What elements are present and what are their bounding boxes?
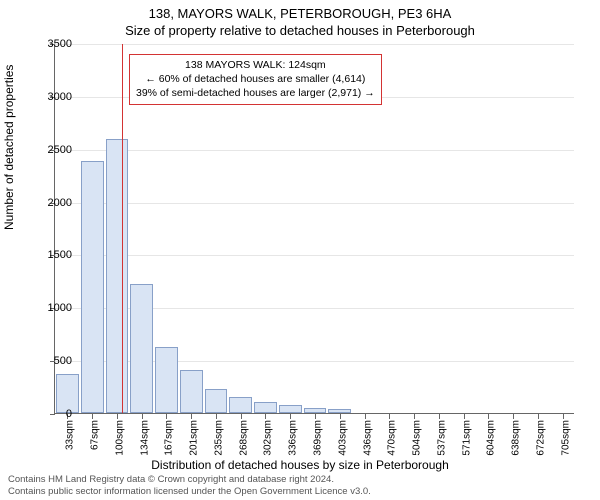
- bar: [279, 405, 302, 413]
- xtick-mark: [365, 414, 366, 419]
- bar: [229, 397, 252, 413]
- xtick-mark: [142, 414, 143, 419]
- annotation-line: ← 60% of detached houses are smaller (4,…: [136, 72, 375, 86]
- chart-titles: 138, MAYORS WALK, PETERBOROUGH, PE3 6HA …: [0, 0, 600, 38]
- bar: [304, 408, 327, 413]
- gridline: [55, 150, 574, 151]
- xtick-label: 537sqm: [436, 420, 447, 456]
- gridline: [55, 44, 574, 45]
- xtick-label: 67sqm: [90, 420, 101, 450]
- xtick-label: 571sqm: [461, 420, 472, 456]
- footer-line-2: Contains public sector information licen…: [8, 486, 592, 498]
- xtick-label: 504sqm: [412, 420, 423, 456]
- marker-line: [122, 44, 123, 413]
- xtick-label: 672sqm: [535, 420, 546, 456]
- ytick-label: 1000: [32, 302, 72, 314]
- xtick-label: 705sqm: [560, 420, 571, 456]
- xtick-mark: [538, 414, 539, 419]
- xtick-mark: [488, 414, 489, 419]
- xtick-label: 268sqm: [238, 420, 249, 456]
- xtick-mark: [513, 414, 514, 419]
- xtick-mark: [340, 414, 341, 419]
- ytick-label: 0: [32, 408, 72, 420]
- title-main: 138, MAYORS WALK, PETERBOROUGH, PE3 6HA: [0, 6, 600, 21]
- xtick-label: 100sqm: [114, 420, 125, 456]
- y-axis-label: Number of detached properties: [2, 65, 16, 230]
- bar: [130, 284, 153, 413]
- bar: [180, 370, 203, 413]
- gridline: [55, 203, 574, 204]
- xtick-mark: [92, 414, 93, 419]
- title-sub: Size of property relative to detached ho…: [0, 23, 600, 38]
- xtick-label: 638sqm: [511, 420, 522, 456]
- bar: [254, 402, 277, 413]
- xtick-mark: [241, 414, 242, 419]
- xtick-mark: [389, 414, 390, 419]
- xtick-label: 369sqm: [313, 420, 324, 456]
- xtick-mark: [414, 414, 415, 419]
- chart-area: 33sqm67sqm100sqm134sqm167sqm201sqm235sqm…: [54, 44, 574, 414]
- ytick-label: 3000: [32, 91, 72, 103]
- bar: [328, 409, 351, 413]
- bar: [106, 139, 129, 413]
- gridline: [55, 255, 574, 256]
- footer: Contains HM Land Registry data © Crown c…: [8, 474, 592, 498]
- xtick-label: 201sqm: [189, 420, 200, 456]
- annotation-box: 138 MAYORS WALK: 124sqm← 60% of detached…: [129, 54, 382, 105]
- xtick-mark: [191, 414, 192, 419]
- footer-line-1: Contains HM Land Registry data © Crown c…: [8, 474, 592, 486]
- ytick-label: 500: [32, 355, 72, 367]
- bar: [155, 347, 178, 413]
- xtick-mark: [315, 414, 316, 419]
- xtick-mark: [166, 414, 167, 419]
- xtick-mark: [290, 414, 291, 419]
- bar: [205, 389, 228, 413]
- ytick-label: 1500: [32, 249, 72, 261]
- xtick-label: 302sqm: [263, 420, 274, 456]
- ytick-label: 2500: [32, 144, 72, 156]
- xtick-mark: [117, 414, 118, 419]
- annotation-line: 138 MAYORS WALK: 124sqm: [136, 58, 375, 72]
- bar: [81, 161, 104, 413]
- xtick-mark: [464, 414, 465, 419]
- plot-region: 33sqm67sqm100sqm134sqm167sqm201sqm235sqm…: [54, 44, 574, 414]
- xtick-label: 167sqm: [164, 420, 175, 456]
- xtick-mark: [439, 414, 440, 419]
- xtick-label: 604sqm: [486, 420, 497, 456]
- xtick-label: 470sqm: [387, 420, 398, 456]
- x-axis-label: Distribution of detached houses by size …: [0, 458, 600, 472]
- ytick-label: 2000: [32, 197, 72, 209]
- xtick-mark: [216, 414, 217, 419]
- xtick-mark: [265, 414, 266, 419]
- ytick-label: 3500: [32, 38, 72, 50]
- annotation-line: 39% of semi-detached houses are larger (…: [136, 86, 375, 100]
- xtick-label: 134sqm: [139, 420, 150, 456]
- xtick-label: 235sqm: [213, 420, 224, 456]
- xtick-label: 33sqm: [65, 420, 76, 450]
- xtick-label: 336sqm: [288, 420, 299, 456]
- xtick-mark: [563, 414, 564, 419]
- xtick-label: 436sqm: [362, 420, 373, 456]
- xtick-label: 403sqm: [337, 420, 348, 456]
